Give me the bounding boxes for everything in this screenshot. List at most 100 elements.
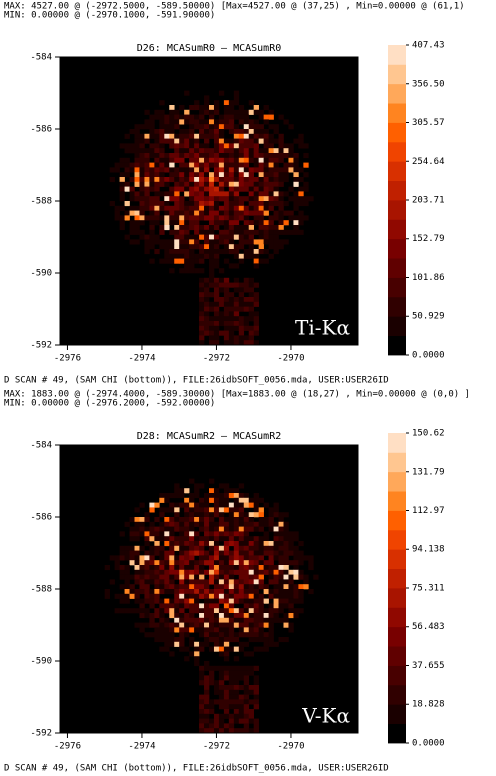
image-pixel (238, 541, 245, 547)
image-pixel (199, 507, 205, 513)
image-pixel (104, 589, 110, 595)
image-pixel (263, 172, 269, 178)
image-pixel (268, 526, 274, 532)
image-pixel (184, 545, 190, 551)
image-pixel (169, 569, 175, 575)
image-pixel (169, 651, 175, 657)
image-pixel (184, 646, 190, 652)
image-pixel (159, 589, 165, 595)
image-pixel (228, 201, 235, 207)
image-pixel (184, 613, 190, 619)
colorbar-swatch (388, 665, 406, 686)
image-pixel (179, 181, 185, 187)
image-pixel (114, 560, 120, 566)
image-pixel (199, 483, 205, 489)
image-pixel (129, 550, 135, 556)
image-pixel (204, 709, 210, 715)
image-pixel (248, 709, 254, 715)
image-pixel (184, 560, 190, 566)
image-pixel (189, 167, 195, 173)
image-pixel (238, 675, 245, 681)
image-pixel (129, 143, 135, 149)
image-pixel (159, 526, 165, 532)
image-pixel (194, 493, 200, 499)
image-pixel (164, 119, 170, 125)
image-pixel (213, 143, 220, 149)
image-pixel (199, 589, 205, 595)
image-pixel (149, 521, 155, 527)
image-pixel (218, 316, 225, 322)
image-pixel (218, 665, 225, 671)
image-pixel (238, 565, 245, 571)
image-pixel (278, 239, 284, 245)
image-pixel (298, 196, 304, 202)
image-pixel (283, 589, 289, 595)
image-pixel (204, 584, 210, 590)
image-pixel (293, 153, 299, 159)
image-pixel (278, 191, 284, 197)
image-pixel (204, 124, 210, 130)
image-pixel (209, 617, 215, 623)
image-pixel (248, 172, 254, 178)
image-pixel (159, 608, 165, 614)
image-pixel (223, 641, 230, 647)
image-pixel (253, 536, 259, 542)
image-pixel (169, 579, 175, 585)
image-pixel (209, 550, 215, 556)
colorbar-swatch (388, 258, 406, 278)
image-pixel (253, 301, 259, 307)
image-pixel (144, 569, 150, 575)
image-pixel (258, 574, 264, 580)
image-pixel (238, 109, 245, 115)
image-pixel (233, 191, 240, 197)
image-pixel (223, 646, 230, 652)
image-pixel (228, 119, 235, 125)
image-pixel (154, 541, 160, 547)
image-pixel (218, 685, 225, 691)
image-pixel (144, 517, 150, 523)
image-pixel (253, 167, 259, 173)
image-pixel (253, 229, 259, 235)
image-pixel (164, 153, 170, 159)
image-pixel (223, 531, 230, 537)
image-pixel (243, 651, 250, 657)
image-pixel (238, 119, 245, 125)
image-pixel (243, 617, 250, 623)
image-pixel (149, 239, 155, 245)
image-pixel (253, 340, 259, 346)
image-pixel (189, 205, 195, 211)
image-pixel (248, 728, 254, 734)
image-pixel (233, 613, 240, 619)
image-pixel (174, 157, 180, 163)
image-pixel (174, 249, 180, 255)
image-pixel (204, 675, 210, 681)
image-pixel (134, 569, 140, 575)
image-pixel (199, 627, 205, 633)
image-pixel (213, 637, 220, 643)
image-pixel (223, 488, 230, 494)
colorbar-swatch (388, 335, 406, 356)
image-pixel (258, 172, 264, 178)
image-pixel (278, 584, 284, 590)
image-pixel (144, 138, 150, 144)
image-pixel (233, 488, 240, 494)
image-pixel (149, 560, 155, 566)
image-pixel (253, 637, 259, 643)
image-pixel (189, 138, 195, 144)
image-pixel (184, 244, 190, 250)
image-pixel (223, 148, 230, 154)
image-pixel (268, 507, 274, 513)
image-pixel (189, 215, 195, 221)
image-pixel (164, 603, 170, 609)
image-pixel (228, 560, 235, 566)
image-pixel (199, 502, 205, 508)
image-pixel (228, 574, 235, 580)
image-pixel (218, 196, 225, 202)
image-pixel (223, 100, 230, 106)
image-pixel (233, 622, 240, 628)
image-pixel (263, 502, 269, 508)
image-pixel (174, 191, 180, 197)
image-pixel (248, 282, 254, 288)
image-pixel (159, 124, 165, 130)
image-pixel (248, 244, 254, 250)
